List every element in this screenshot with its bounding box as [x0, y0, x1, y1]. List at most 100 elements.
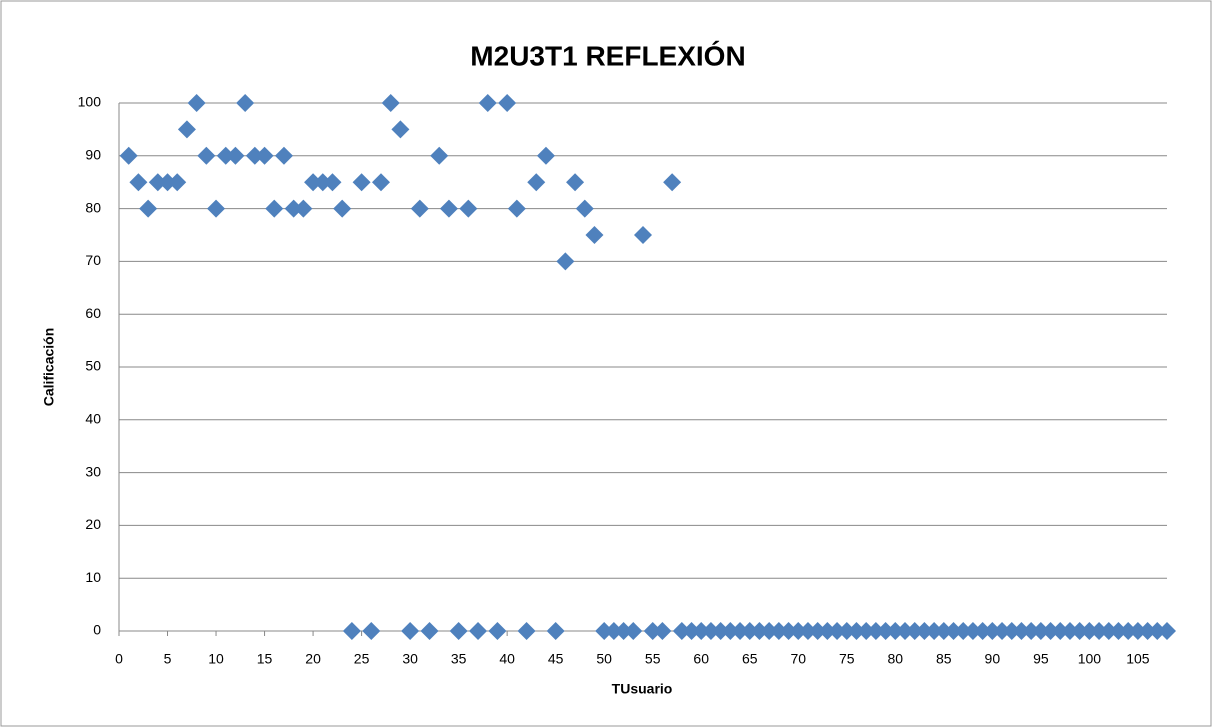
y-tick-label: 50	[85, 358, 101, 374]
point	[828, 622, 847, 640]
point	[857, 622, 876, 640]
x-tick-label: 20	[305, 651, 321, 667]
point	[333, 199, 352, 218]
x-tick-label: 10	[208, 651, 224, 667]
x-tick-label: 25	[354, 651, 370, 667]
x-tick-label: 55	[645, 651, 661, 667]
x-tick-label: 30	[402, 651, 418, 667]
point	[401, 622, 420, 640]
point	[459, 199, 478, 218]
x-tick-label: 40	[499, 651, 515, 667]
point	[469, 622, 488, 640]
point	[779, 622, 798, 640]
point	[498, 94, 517, 112]
point	[430, 146, 449, 165]
point	[352, 173, 371, 192]
point	[1022, 622, 1041, 640]
point	[129, 173, 148, 192]
point	[798, 622, 817, 640]
point	[527, 173, 546, 192]
point	[216, 146, 235, 165]
y-tick-label: 60	[85, 305, 101, 321]
y-tick-label: 80	[85, 199, 101, 215]
x-tick-label: 45	[548, 651, 564, 667]
point	[323, 173, 342, 192]
point	[158, 173, 177, 192]
point	[915, 622, 934, 640]
y-tick-label: 100	[78, 94, 102, 110]
point	[905, 622, 924, 640]
point	[653, 622, 672, 640]
point	[187, 94, 206, 112]
point	[1070, 622, 1089, 640]
point	[274, 146, 293, 165]
point	[963, 622, 982, 640]
x-tick-label: 15	[257, 651, 273, 667]
point	[954, 622, 973, 640]
x-tick-label: 85	[936, 651, 952, 667]
point	[197, 146, 216, 165]
point	[449, 622, 468, 640]
point	[876, 622, 895, 640]
point	[265, 199, 284, 218]
point	[973, 622, 992, 640]
point	[313, 173, 332, 192]
point	[478, 94, 497, 112]
point	[168, 173, 187, 192]
point	[536, 146, 555, 165]
point	[1002, 622, 1021, 640]
point	[595, 622, 614, 640]
point	[342, 622, 361, 640]
y-tick-label: 90	[85, 147, 101, 163]
point	[1119, 622, 1138, 640]
y-axis-title: Calificación	[41, 328, 57, 407]
point	[934, 622, 953, 640]
point	[284, 199, 303, 218]
point	[1109, 622, 1128, 640]
point	[604, 622, 623, 640]
point	[944, 622, 963, 640]
x-tick-label: 35	[451, 651, 467, 667]
point	[294, 199, 313, 218]
point	[410, 199, 429, 218]
point	[1060, 622, 1079, 640]
point	[886, 622, 905, 640]
point	[139, 199, 158, 218]
point	[245, 146, 264, 165]
x-tick-label: 105	[1126, 651, 1150, 667]
point	[663, 173, 682, 192]
point	[711, 622, 730, 640]
point	[177, 120, 196, 139]
x-tick-label: 90	[985, 651, 1001, 667]
point	[575, 199, 594, 218]
point	[672, 622, 691, 640]
point	[207, 199, 226, 218]
point	[381, 94, 400, 112]
y-tick-label: 10	[85, 569, 101, 585]
point	[391, 120, 410, 139]
point	[692, 622, 711, 640]
point	[1148, 622, 1167, 640]
point	[896, 622, 914, 640]
x-tick-label: 95	[1033, 651, 1049, 667]
x-tick-label: 0	[115, 651, 123, 667]
x-tick-label: 100	[1078, 651, 1102, 667]
point	[119, 146, 138, 165]
point	[546, 622, 565, 640]
point	[740, 622, 759, 640]
point	[1099, 622, 1118, 640]
y-tick-label: 40	[85, 411, 101, 427]
point	[624, 622, 643, 640]
point	[1041, 622, 1060, 640]
x-tick-label: 70	[790, 651, 806, 667]
x-axis-title: TUsuario	[612, 681, 673, 697]
point	[566, 173, 585, 192]
point	[847, 622, 866, 640]
x-tick-label: 80	[888, 651, 904, 667]
point	[614, 622, 633, 640]
point	[634, 226, 652, 244]
point	[304, 173, 323, 192]
